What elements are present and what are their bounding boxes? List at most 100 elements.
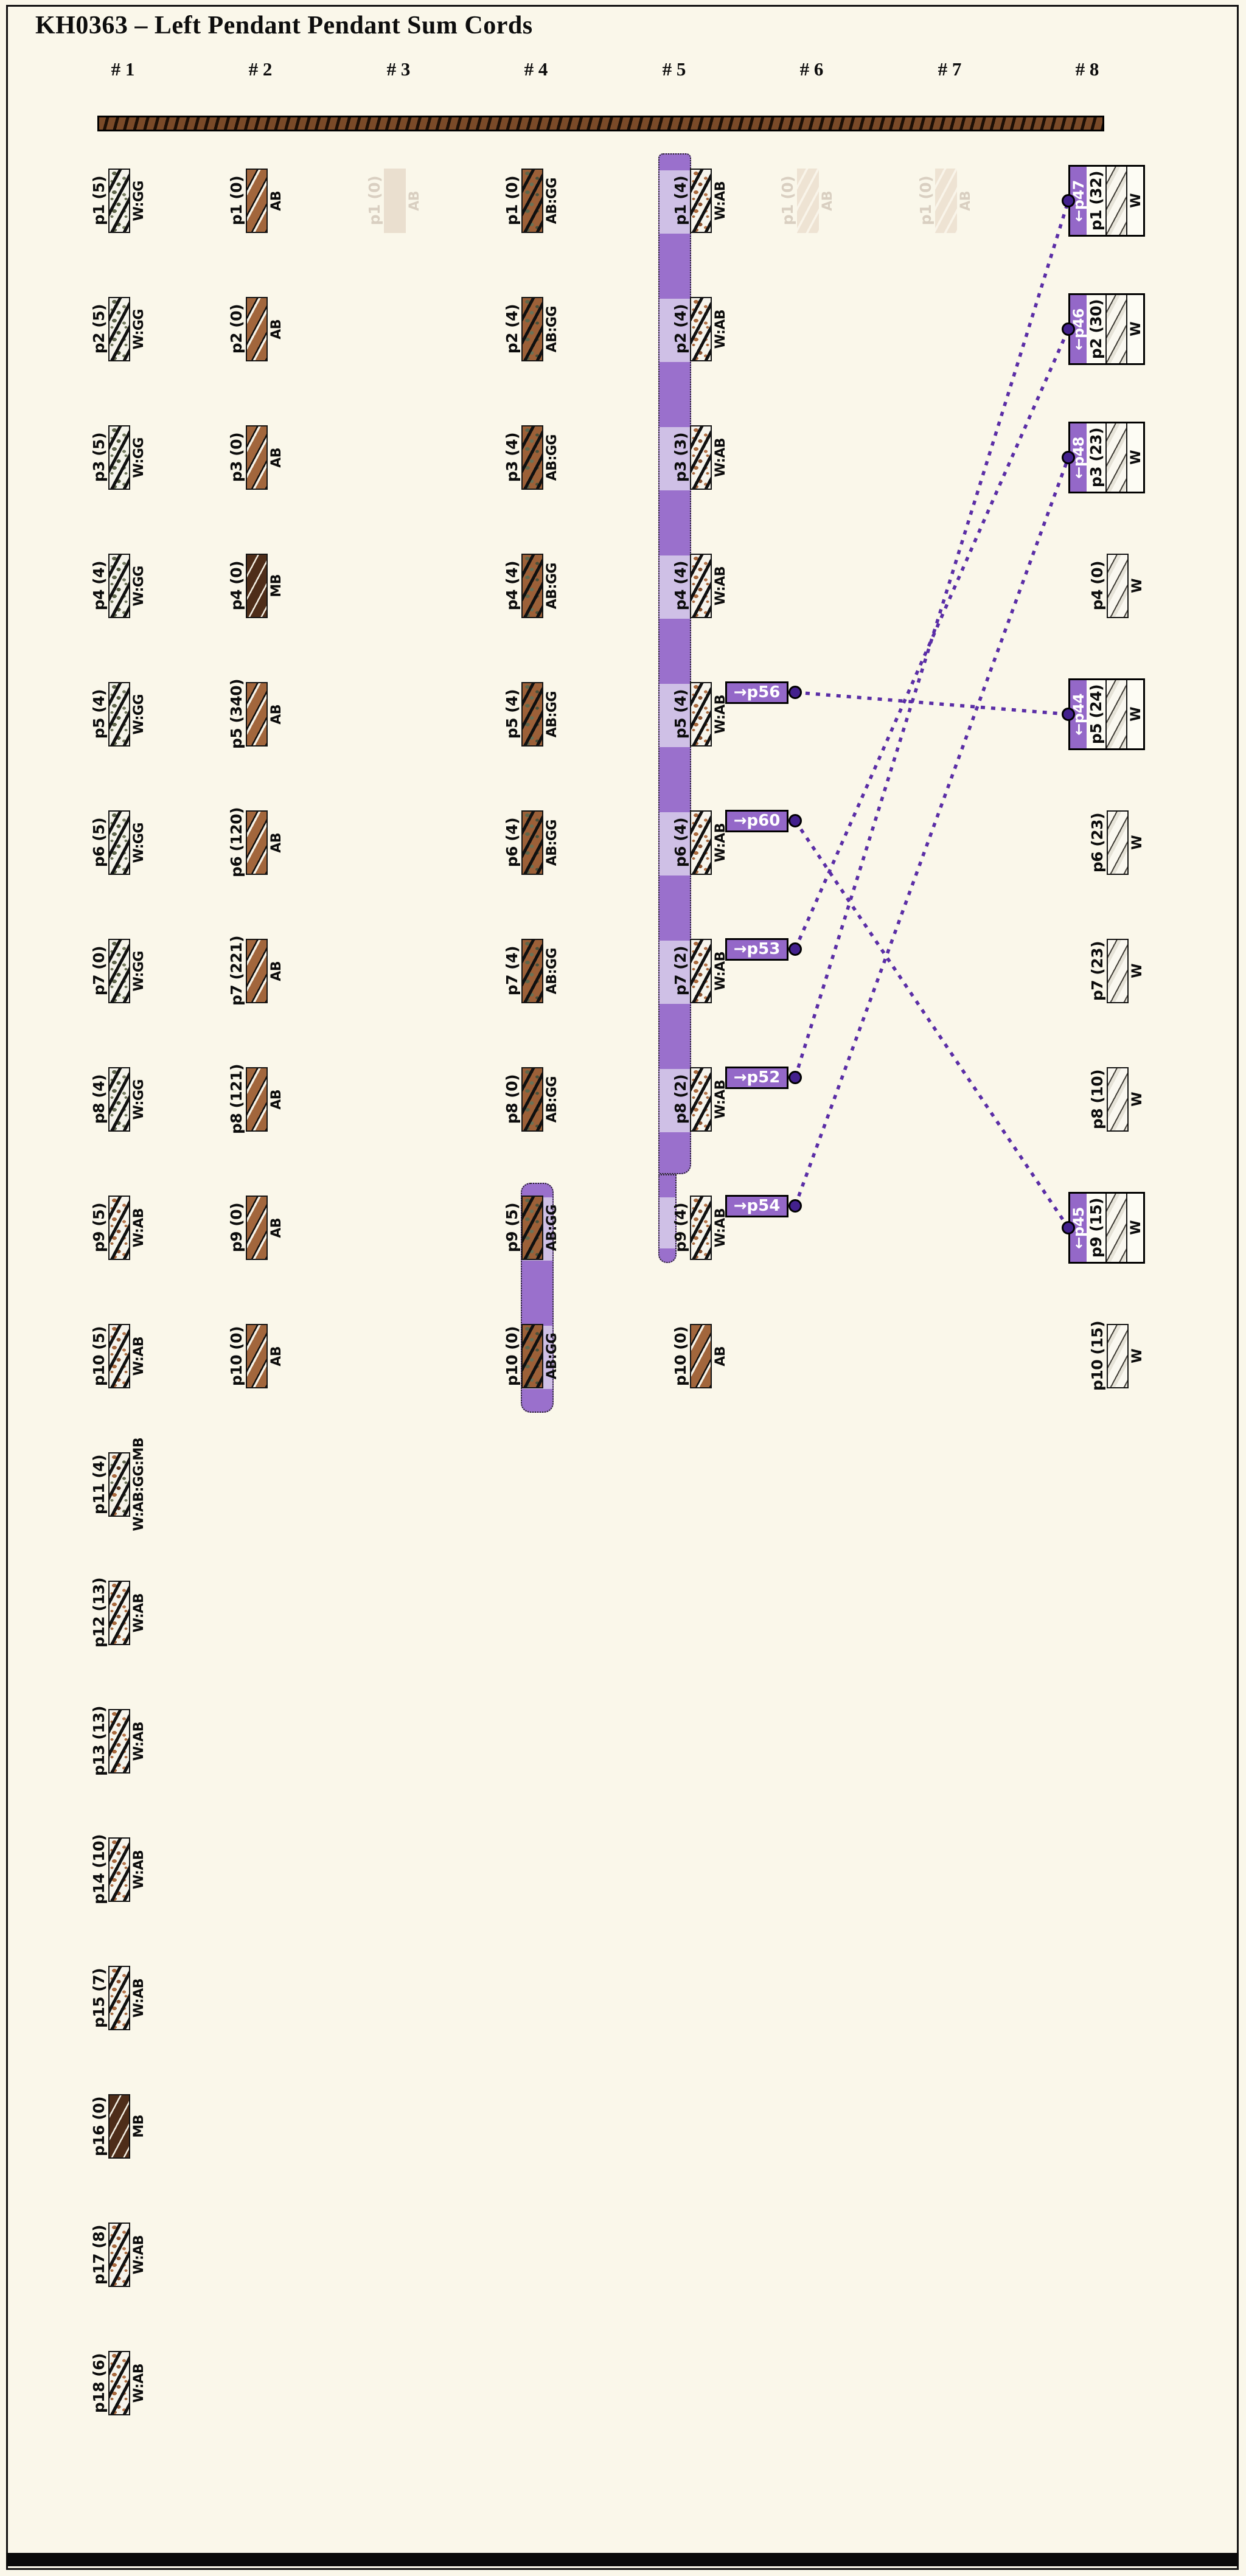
pendant-label: p2 (5) xyxy=(90,304,108,354)
pendant-color-code: W xyxy=(1130,964,1145,978)
pendant-box[interactable]: ←p48 p3 (23) W xyxy=(1068,422,1145,493)
pendant-color-code: AB:GG xyxy=(545,434,560,481)
cord-bar xyxy=(108,682,130,747)
pendant-cell: p10 (0) AB:GG xyxy=(503,1321,560,1391)
pendant-color-code: AB:GG xyxy=(545,819,560,866)
pendant-label: p3 (3) xyxy=(672,433,689,482)
sum-badge[interactable]: →p53 xyxy=(725,938,788,961)
pendant-cell: p7 (2) W:AB xyxy=(672,936,728,1006)
cord-bar xyxy=(690,297,712,361)
cord-bar xyxy=(108,810,130,875)
cord-bar xyxy=(108,1966,130,2030)
cord-bar xyxy=(521,1067,543,1132)
cord-bar xyxy=(108,1324,130,1388)
pendant-label: p6 (4) xyxy=(672,818,689,868)
pendant-label: p3 (4) xyxy=(503,433,521,482)
cord-bar xyxy=(521,425,543,490)
pendant-color-code: W:AB xyxy=(131,1978,147,2018)
pendant-color-code: AB:GG xyxy=(545,305,560,353)
pendant-color-code: W:AB xyxy=(713,437,728,478)
band-segment xyxy=(660,555,690,619)
pendant-color-code: W:AB xyxy=(131,1721,147,1761)
pendant-cell: p4 (0) MB xyxy=(228,551,284,621)
pendant-color-code: AB xyxy=(958,190,973,211)
pendant-label: p2 (4) xyxy=(672,304,689,354)
pendant-cell: p9 (0) AB xyxy=(228,1192,284,1263)
pendant-color-code: AB xyxy=(269,704,284,725)
band-segment xyxy=(660,941,690,1004)
pendant-color-code: W:AB xyxy=(713,181,728,221)
pendant-cell: p4 (4) AB:GG xyxy=(503,551,560,621)
cord-bar xyxy=(690,1067,712,1132)
pendant-label: p1 (0) xyxy=(366,176,383,226)
cord-bar xyxy=(246,810,268,875)
sum-badge[interactable]: →p52 xyxy=(725,1067,788,1089)
pendant-color-code: W xyxy=(1130,579,1145,593)
column-header: # 1 xyxy=(111,58,135,80)
pendant-color-code: AB xyxy=(269,961,284,981)
pendant-color-code: W xyxy=(1130,1349,1145,1363)
cord-bar xyxy=(690,682,712,747)
cord-bar xyxy=(521,810,543,875)
pendant-box[interactable]: ←p45 p9 (15) W xyxy=(1068,1192,1145,1264)
pendant-color-code: AB:GG xyxy=(545,177,560,225)
pendant-label: p8 (121) xyxy=(228,1064,245,1135)
pendant-color-code: AB:GG xyxy=(545,562,560,610)
column-header: # 6 xyxy=(799,58,824,80)
cord-bar xyxy=(246,297,268,361)
band-segment xyxy=(660,1069,690,1132)
bottom-bar xyxy=(6,2553,1239,2566)
pendant-label: p5 (340) xyxy=(228,679,245,750)
pendant-label: p3 (23) xyxy=(1087,427,1105,488)
cord-bar xyxy=(108,169,130,233)
pendant-cell: p10 (5) W:AB xyxy=(90,1321,147,1391)
cord-bar xyxy=(246,425,268,490)
cord-bar xyxy=(246,1067,268,1132)
cord-bar xyxy=(108,1581,130,1645)
pendant-cell: p10 (15) W xyxy=(1088,1320,1145,1392)
pendant-label: p7 (0) xyxy=(90,946,108,996)
pendant-label: p4 (0) xyxy=(1088,561,1106,611)
pendant-label: p9 (0) xyxy=(228,1203,245,1253)
band-segment xyxy=(660,812,690,875)
pendant-label: p12 (13) xyxy=(90,1578,108,1648)
pendant-color-code: AB xyxy=(269,190,284,211)
cord-bar xyxy=(108,554,130,618)
sum-badge[interactable]: →p54 xyxy=(725,1195,788,1217)
badge-dot xyxy=(788,942,802,956)
pendant-color-code: AB xyxy=(407,190,422,211)
cord-bar xyxy=(108,1196,130,1260)
pendant-box[interactable]: ←p46 p2 (30) W xyxy=(1068,293,1145,365)
pendant-cell: p15 (7) W:AB xyxy=(90,1963,147,2033)
sum-badge[interactable]: →p60 xyxy=(725,810,788,832)
pendant-box[interactable]: ←p44 p5 (24) W xyxy=(1068,678,1145,750)
cord-bar xyxy=(384,169,406,233)
pendant-cell: p5 (4) W:AB xyxy=(672,679,728,750)
pendant-cell: p11 (4) W:AB:GG:MB xyxy=(90,1438,147,1531)
pendant-color-code: AB xyxy=(269,1217,284,1238)
band-segment xyxy=(660,684,690,747)
pendant-label: p5 (4) xyxy=(672,689,689,739)
pendant-label: p10 (15) xyxy=(1088,1321,1106,1391)
pendant-label: p1 (5) xyxy=(90,176,108,226)
band-segment xyxy=(660,299,690,362)
pendant-cell: p17 (8) W:AB xyxy=(90,2219,147,2290)
cord-bar xyxy=(1105,167,1127,235)
column-header: # 2 xyxy=(248,58,273,80)
pendant-cell: p14 (10) W:AB xyxy=(90,1834,147,1905)
pendant-box[interactable]: ←p47 p1 (32) W xyxy=(1068,165,1145,237)
pendant-color-code: W:AB xyxy=(713,566,728,606)
pendant-cell: p1 (5) W:GG xyxy=(90,165,147,236)
cord-bar xyxy=(690,1324,712,1388)
pendant-label: p6 (23) xyxy=(1088,812,1106,873)
sum-band-col5 xyxy=(658,153,691,1174)
pendant-cell: p3 (0) AB xyxy=(228,422,284,493)
cord-bar xyxy=(521,297,543,361)
pendant-label: p13 (13) xyxy=(90,1706,108,1777)
pendant-cell: p1 (0) AB xyxy=(779,165,835,236)
pendant-label: p9 (15) xyxy=(1087,1197,1105,1258)
pendant-cell: p7 (0) W:GG xyxy=(90,936,147,1006)
pendant-color-code: W:GG xyxy=(131,950,147,992)
sum-badge[interactable]: →p56 xyxy=(725,681,788,704)
pendant-label: p17 (8) xyxy=(90,2224,108,2285)
